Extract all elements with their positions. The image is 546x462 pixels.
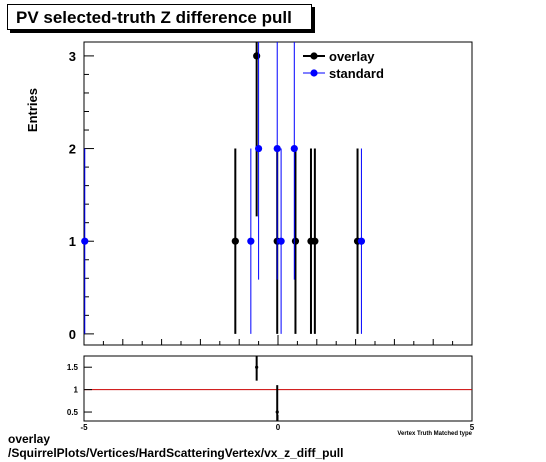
data-point bbox=[253, 52, 261, 60]
data-point bbox=[290, 144, 298, 153]
footer-line-1: overlay bbox=[8, 432, 51, 446]
ratio-x-axis-label: Vertex Truth Matched type bbox=[397, 431, 472, 437]
legend-marker bbox=[310, 52, 318, 60]
ratio-y-tick-label: 1 bbox=[74, 386, 79, 395]
title-box: PV selected-truth Z difference pull bbox=[7, 4, 312, 30]
data-point bbox=[247, 237, 255, 245]
legend-label: overlay bbox=[329, 49, 375, 64]
data-point bbox=[255, 144, 263, 153]
ratio-x-tick-label: -5 bbox=[80, 423, 88, 432]
y-tick-label: 2 bbox=[69, 142, 76, 157]
data-point bbox=[311, 237, 319, 245]
y-tick-label: 1 bbox=[69, 234, 76, 249]
legend: overlay standard bbox=[303, 49, 384, 81]
data-point bbox=[291, 237, 300, 245]
legend-label: standard bbox=[329, 66, 384, 81]
footer-line-2: /SquirrelPlots/Vertices/HardScatteringVe… bbox=[8, 446, 344, 460]
data-point bbox=[357, 237, 366, 245]
data-point bbox=[277, 237, 285, 245]
ratio-x-tick-label: 0 bbox=[276, 423, 281, 432]
main-panel: 0 1 2 3 Entries bbox=[25, 41, 473, 346]
series-standard bbox=[81, 42, 366, 334]
legend-marker bbox=[310, 69, 318, 77]
ratio-point bbox=[275, 410, 279, 414]
ratio-point bbox=[255, 365, 259, 369]
ratio-y-tick-label: 0.5 bbox=[67, 408, 79, 417]
y-tick-label: 0 bbox=[69, 327, 76, 342]
data-point bbox=[231, 237, 239, 245]
y-axis-label: Entries bbox=[25, 88, 40, 132]
chart-title: PV selected-truth Z difference pull bbox=[16, 8, 292, 27]
data-point bbox=[81, 237, 89, 245]
ratio-y-tick-label: 1.5 bbox=[67, 363, 79, 372]
data-point bbox=[273, 144, 281, 153]
series-overlay bbox=[231, 42, 362, 334]
y-tick-label: 3 bbox=[69, 49, 76, 64]
ratio-x-tick-label: 5 bbox=[470, 423, 475, 432]
